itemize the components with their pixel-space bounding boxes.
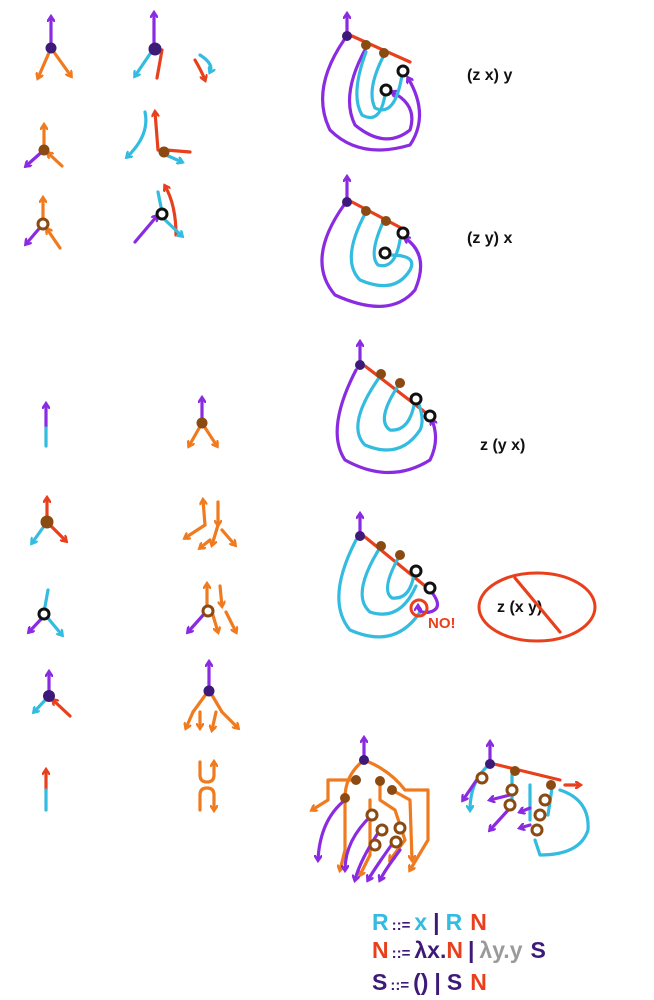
brown-node [376, 369, 386, 379]
ring-node [375, 823, 389, 837]
label-z-yx: z (y x) [480, 437, 525, 454]
ring-node [505, 783, 519, 797]
ring-node [409, 564, 423, 578]
rule-cup-cap [198, 762, 214, 810]
brown-node [379, 48, 389, 58]
rule-unit-ring-2 [133, 186, 182, 244]
rule-navy-fork [186, 662, 238, 730]
rule-navy-3 [34, 672, 72, 718]
big-diagram-right [463, 742, 590, 857]
brown-node [361, 206, 371, 216]
ring-node [423, 581, 437, 595]
navy-node [203, 685, 215, 697]
ring-node [36, 217, 50, 231]
ring-node [396, 64, 410, 78]
grammar-line-2: N::= λx.N | λy.y S [372, 937, 546, 963]
rule-fork-orange [185, 500, 235, 548]
ring-node [423, 409, 437, 423]
navy-node [45, 42, 57, 54]
brown-node [375, 776, 385, 786]
ring-node [503, 798, 517, 812]
navy-node [355, 360, 365, 370]
rule-unit-ring-1 [26, 198, 62, 250]
rule-fork-ring [188, 584, 236, 632]
ring-node [37, 607, 51, 621]
label-zy-x: (z y) x [467, 230, 512, 247]
brown-node [196, 417, 208, 429]
ring-node [475, 771, 489, 785]
ring-node [378, 246, 392, 260]
big-diagram-left [312, 738, 430, 880]
brown-node [158, 146, 170, 158]
navy-node [342, 197, 352, 207]
grammar-line-1: R::= x | R N [372, 909, 487, 935]
brown-node [376, 541, 386, 551]
ring-node [530, 823, 544, 837]
rule-ring-3 [29, 588, 62, 635]
navy-node [342, 31, 352, 41]
crossed-out-z-xy: z (x y) [477, 571, 597, 643]
ring-node [533, 808, 547, 822]
brown-node [387, 785, 397, 795]
brown-node [546, 780, 556, 790]
navy-node [43, 690, 55, 702]
no-label: NO! [428, 615, 456, 632]
ring-node [155, 207, 169, 221]
grammar: R::= x | R N N::= λx.N | λy.y S S::=() | S N [372, 909, 546, 995]
navy-node [355, 531, 365, 541]
strike-line [513, 576, 562, 634]
brown-node [510, 766, 520, 776]
brown-node [381, 216, 391, 226]
ring-node [365, 808, 379, 822]
label-zx-y: (z x) y [467, 67, 512, 84]
rule-app-navy-1 [38, 17, 71, 78]
navy-node [359, 755, 369, 765]
ring-node [409, 392, 423, 406]
ring-node [368, 838, 382, 852]
brown-node [40, 515, 54, 529]
reject-ellipse [477, 571, 597, 643]
label-z-xy: z (x y) [497, 599, 542, 616]
chain-zx-y [320, 14, 422, 152]
error-circle [409, 598, 429, 618]
brown-node [38, 144, 50, 156]
ring-node [538, 793, 552, 807]
brown-node [340, 793, 350, 803]
chain-z-yx [335, 342, 437, 475]
chain-z-xy-invalid [337, 514, 440, 639]
rule-lam-brown-1 [26, 125, 64, 166]
ring-node [393, 821, 407, 835]
rule-brown-2 [32, 498, 66, 543]
rule-brown-split [189, 398, 217, 446]
brown-node [361, 40, 371, 50]
brown-node [395, 550, 405, 560]
ring-node [201, 604, 215, 618]
ring-node [389, 835, 403, 849]
grammar-line-3: S::=() | S N [372, 969, 487, 995]
brown-node [395, 378, 405, 388]
navy-node [148, 42, 162, 56]
chain-zy-x [320, 177, 423, 308]
rule-app-navy-2 [135, 13, 211, 80]
brown-node [351, 775, 361, 785]
navy-node [485, 759, 495, 769]
rule-lam-brown-2 [127, 112, 192, 162]
ring-node [396, 226, 410, 240]
ring-node [379, 83, 393, 97]
